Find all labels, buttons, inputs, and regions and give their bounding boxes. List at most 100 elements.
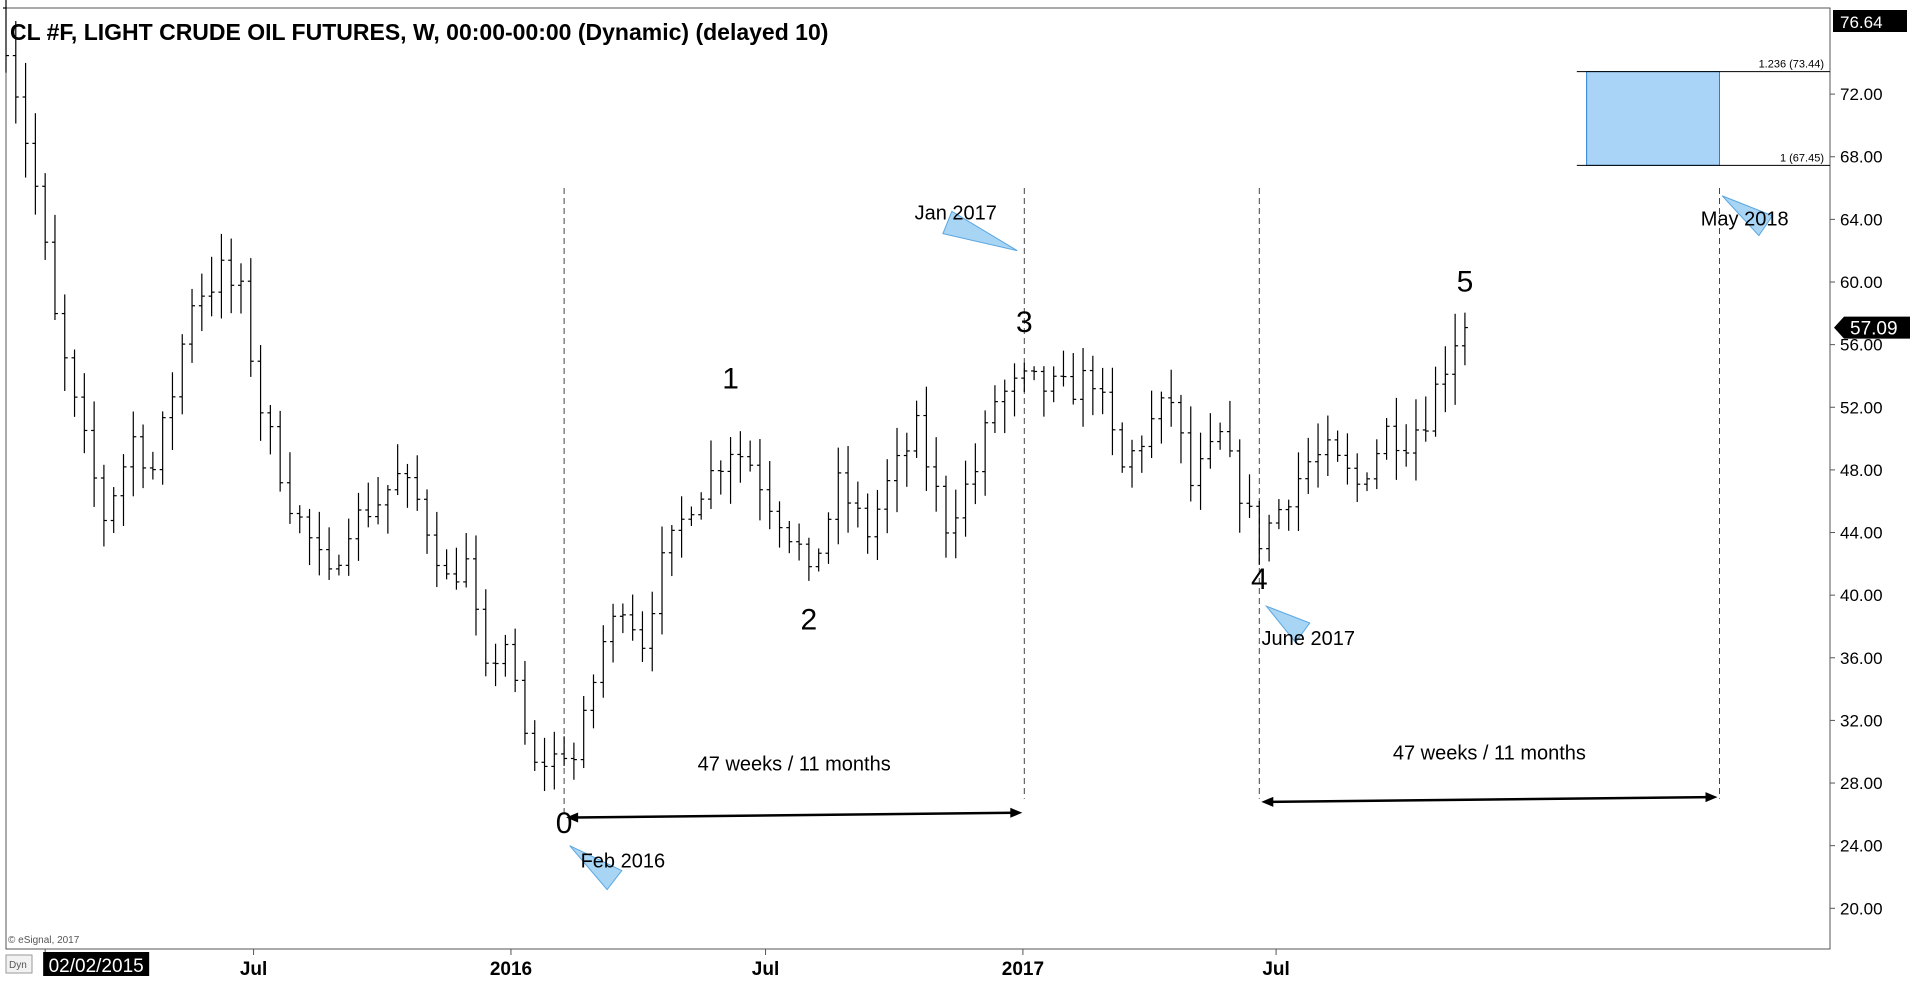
- price-bar: [1334, 430, 1341, 462]
- price-bar: [51, 214, 58, 321]
- price-bar: [1383, 417, 1390, 460]
- price-bar: [277, 410, 284, 492]
- price-bar: [854, 481, 861, 528]
- price-bar: [659, 526, 666, 635]
- price-bar: [619, 603, 626, 634]
- price-bar: [1060, 350, 1067, 387]
- price-bar: [570, 742, 577, 780]
- price-bar: [472, 535, 479, 636]
- annotation-label: June 2017: [1262, 628, 1355, 650]
- price-bar: [1158, 391, 1165, 444]
- annotations-group: Feb 2016 Jan 2017 June 2017 May 2018: [569, 195, 1789, 891]
- price-bar: [267, 405, 274, 455]
- price-bar: [756, 439, 763, 521]
- fib-label-low: 1 (67.45): [1780, 152, 1824, 164]
- price-bar: [42, 173, 49, 260]
- last-price-label: 57.09: [1850, 319, 1898, 340]
- wave-label-1: 1: [722, 362, 739, 395]
- price-bar: [864, 493, 871, 554]
- price-bar: [815, 548, 822, 572]
- price-bar: [443, 549, 450, 580]
- price-bar: [747, 440, 754, 472]
- y-tick-label: 68.00: [1840, 148, 1883, 167]
- price-bar: [1452, 313, 1459, 405]
- price-bar: [766, 461, 773, 530]
- y-tick-label: 40.00: [1840, 586, 1883, 605]
- price-bar: [825, 512, 832, 564]
- copyright-text: © eSignal, 2017: [8, 935, 80, 946]
- annotation-pointer: [1264, 604, 1311, 644]
- price-bar: [1461, 312, 1468, 366]
- measurement: 47 weeks / 11 months: [1261, 743, 1718, 807]
- price-bar: [942, 475, 949, 558]
- measurement-arrowhead-right: [1705, 792, 1718, 803]
- price-bar: [453, 547, 460, 590]
- price-bar: [874, 489, 881, 560]
- price-bar: [835, 447, 842, 545]
- price-bar: [1109, 367, 1116, 456]
- price-bar: [737, 431, 744, 483]
- price-bar: [531, 720, 538, 771]
- price-bar: [805, 537, 812, 581]
- price-bar: [316, 511, 323, 576]
- price-bar: [786, 521, 793, 554]
- x-tick-label: Jul: [752, 959, 779, 980]
- price-bar: [296, 505, 303, 534]
- price-bar: [1393, 397, 1400, 480]
- price-bar: [1442, 346, 1449, 413]
- price-bar: [3, 0, 9, 73]
- price-bar: [286, 452, 293, 524]
- y-tick-label: 72.00: [1840, 85, 1883, 104]
- measurement: 47 weeks / 11 months: [566, 754, 1023, 823]
- price-bar: [923, 386, 930, 491]
- price-bar: [512, 628, 519, 693]
- y-tick-label: 52.00: [1840, 398, 1883, 417]
- price-bar: [1001, 379, 1008, 434]
- price-bar: [228, 238, 235, 314]
- dyn-badge-label[interactable]: Dyn: [9, 960, 27, 971]
- price-bar: [179, 334, 186, 415]
- annotation-pointer: [942, 210, 1018, 252]
- target-zone-box: [1586, 71, 1720, 166]
- y-tick-label: 36.00: [1840, 649, 1883, 668]
- fib-label-high: 1.236 (73.44): [1759, 59, 1824, 71]
- price-bar: [71, 349, 78, 417]
- price-bar: [1285, 499, 1292, 531]
- price-bar: [913, 400, 920, 458]
- wave-labels-group: 0 1 2 3 4 5: [556, 265, 1473, 840]
- price-bar: [140, 424, 147, 489]
- measurement-arrowhead-left: [566, 812, 579, 823]
- price-bar: [590, 674, 597, 729]
- dyn-badge[interactable]: [5, 954, 33, 974]
- price-bar: [12, 21, 19, 124]
- wave-label-2: 2: [801, 604, 818, 637]
- price-bar: [1354, 453, 1361, 503]
- price-bar: [355, 492, 362, 561]
- price-bar: [933, 437, 940, 512]
- price-bar: [1432, 366, 1439, 437]
- price-bar: [1129, 439, 1136, 488]
- price-bar: [169, 372, 176, 450]
- top-price-label: 76.64: [1840, 13, 1883, 32]
- price-bar: [1246, 474, 1253, 519]
- price-bar: [972, 443, 979, 505]
- price-bar: [962, 460, 969, 537]
- annotation: Jan 2017: [915, 202, 1018, 252]
- price-bar: [1148, 390, 1155, 459]
- price-bar: [1177, 394, 1184, 464]
- price-bar: [237, 263, 244, 314]
- annotation-label: Feb 2016: [581, 851, 666, 873]
- price-bar: [365, 482, 372, 528]
- measurement-arrowhead-left: [1261, 796, 1274, 807]
- last-price-box: [1834, 316, 1910, 339]
- price-bar: [1168, 369, 1175, 427]
- price-bar: [610, 603, 617, 663]
- price-bar: [1217, 422, 1224, 450]
- price-bar: [776, 501, 783, 548]
- vertical-lines-group: [563, 188, 1720, 815]
- price-bar: [414, 455, 421, 511]
- price-bar: [100, 464, 107, 547]
- price-bar: [1070, 353, 1077, 405]
- price-bar: [130, 411, 137, 497]
